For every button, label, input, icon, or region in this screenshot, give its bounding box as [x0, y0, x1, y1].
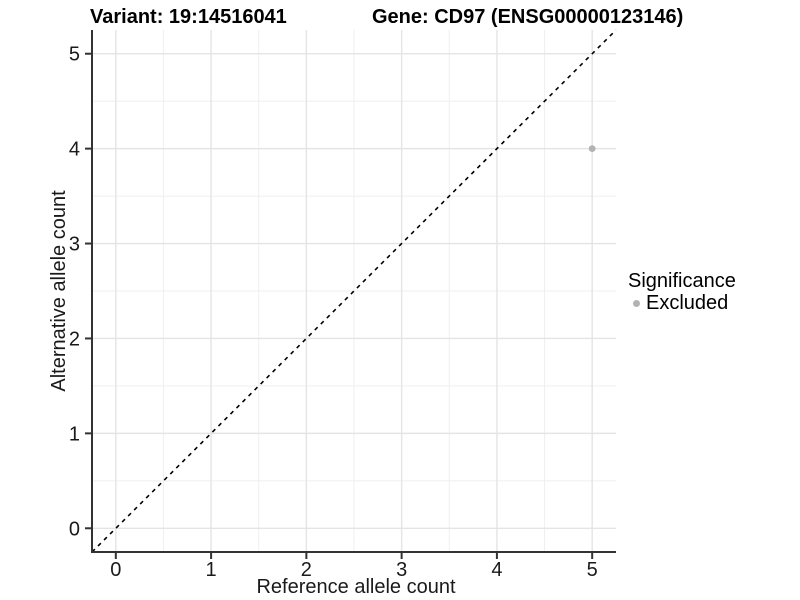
y-tick-label: 4 — [69, 139, 80, 161]
legend-title: Significance — [628, 270, 736, 292]
y-tick-label: 1 — [69, 423, 80, 445]
x-tick-label: 4 — [491, 559, 502, 581]
y-tick-label: 5 — [69, 44, 80, 66]
y-tick-label: 2 — [69, 328, 80, 350]
x-tick-label: 5 — [587, 559, 598, 581]
y-axis-title: Alternative allele count — [48, 190, 70, 392]
x-tick-label: 3 — [396, 559, 407, 581]
y-tick-label: 0 — [69, 518, 80, 540]
axis-lines — [91, 30, 616, 553]
x-tick-label: 1 — [206, 559, 217, 581]
legend-item-label: Excluded — [646, 292, 729, 314]
data-point — [588, 145, 596, 153]
legend-point-marker-icon — [633, 299, 640, 307]
legend: Significance Excluded — [628, 270, 736, 314]
x-tick-label: 2 — [301, 559, 312, 581]
plot-title-gene: Gene: CD97 (ENSG00000123146) — [372, 6, 684, 28]
x-axis-title: Reference allele count — [256, 576, 455, 598]
y-tick-label: 3 — [69, 234, 80, 256]
legend-item-excluded: Excluded — [628, 292, 736, 314]
x-tick-label: 0 — [110, 559, 121, 581]
plot-title-variant: Variant: 19:14516041 — [90, 6, 287, 28]
